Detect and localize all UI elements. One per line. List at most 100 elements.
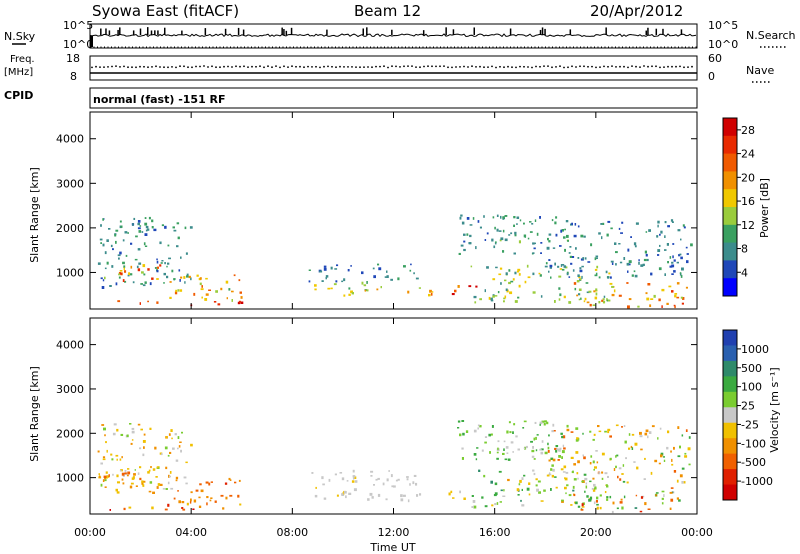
- scatter-cell: [533, 437, 536, 441]
- scatter-cell: [314, 494, 318, 498]
- nave-dot: [567, 66, 569, 69]
- colorbar-segment: [723, 407, 737, 424]
- scatter-cell: [341, 493, 344, 496]
- scatter-cell: [547, 446, 550, 450]
- scatter-cell: [137, 220, 141, 223]
- scatter-cell: [494, 295, 498, 297]
- scatter-cell: [577, 460, 580, 464]
- scatter-cell: [181, 431, 183, 434]
- scatter-cell: [552, 468, 555, 472]
- scatter-cell: [682, 224, 685, 227]
- cpid-text: normal (fast) -151 RF: [93, 93, 226, 106]
- scatter-cell: [465, 430, 469, 433]
- scatter-cell: [643, 478, 646, 480]
- scatter-cell: [680, 274, 683, 278]
- scatter-cell: [334, 473, 337, 476]
- scatter-cell: [233, 274, 236, 277]
- scatter-cell: [526, 487, 530, 491]
- scatter-cell: [162, 488, 166, 490]
- nave-dot: [339, 65, 341, 68]
- y-tick-label: 4000: [56, 339, 84, 352]
- scatter-cell: [500, 282, 502, 285]
- scatter-cell: [149, 481, 153, 484]
- scatter-cell: [140, 428, 143, 431]
- colorbar-segment: [723, 189, 737, 208]
- colorbar-tick-label: 20: [741, 171, 755, 184]
- scatter-cell: [657, 437, 659, 440]
- scatter-cell: [645, 253, 648, 257]
- scatter-cell: [373, 484, 375, 486]
- scatter-cell: [144, 281, 147, 284]
- scatter-cell: [514, 231, 517, 235]
- scatter-cell: [418, 287, 421, 289]
- nave-dot: [295, 65, 297, 68]
- scatter-cell: [685, 429, 688, 432]
- scatter-cell: [549, 472, 551, 475]
- scatter-cell: [601, 299, 604, 302]
- scatter-cell: [509, 431, 512, 434]
- scatter-cell: [330, 266, 333, 270]
- scatter-cell: [144, 222, 148, 226]
- scatter-cell: [492, 295, 495, 298]
- scatter-cell: [102, 218, 104, 221]
- scatter-cell: [581, 480, 584, 483]
- scatter-cell: [554, 300, 556, 303]
- scatter-cell: [502, 229, 505, 233]
- scatter-cell: [176, 222, 180, 225]
- cpid-panel-frame: [89, 87, 698, 109]
- scatter-cell: [504, 279, 507, 282]
- scatter-cell: [161, 260, 164, 262]
- nave-dot: [407, 65, 409, 67]
- scatter-cell: [615, 251, 618, 254]
- scatter-cell: [566, 273, 569, 276]
- scatter-cell: [470, 265, 473, 268]
- scatter-cell: [673, 470, 677, 473]
- scatter-cell: [125, 254, 128, 257]
- colorbar-segment: [723, 422, 737, 439]
- scatter-cell: [674, 305, 676, 309]
- scatter-cell: [540, 448, 544, 451]
- scatter-cell: [457, 285, 460, 288]
- nave-dot: [623, 65, 625, 68]
- scatter-cell: [502, 452, 505, 455]
- nave-dot: [667, 65, 669, 68]
- scatter-cell: [500, 237, 504, 241]
- scatter-cell: [578, 288, 582, 291]
- scatter-cell: [672, 255, 674, 259]
- scatter-cell: [676, 479, 679, 483]
- scatter-cell: [647, 435, 649, 439]
- scatter-cell: [159, 483, 163, 486]
- scatter-cell: [488, 296, 491, 300]
- nave-dot: [583, 65, 585, 68]
- scatter-cell: [139, 302, 141, 305]
- scatter-cell: [529, 231, 533, 233]
- scatter-cell: [518, 240, 521, 244]
- scatter-cell: [570, 262, 573, 265]
- scatter-cell: [461, 457, 464, 460]
- scatter-cell: [210, 481, 213, 483]
- scatter-cell: [154, 267, 157, 269]
- nave-dot: [367, 66, 369, 68]
- scatter-cell: [497, 291, 500, 294]
- scatter-cell: [596, 461, 599, 464]
- scatter-cell: [461, 420, 465, 422]
- scatter-cell: [469, 224, 473, 226]
- nave-dot: [163, 66, 165, 69]
- scatter-cell: [660, 230, 663, 234]
- scatter-cell: [479, 425, 482, 428]
- scatter-cell: [572, 485, 575, 489]
- scatter-cell: [377, 477, 380, 480]
- scatter-cell: [323, 497, 327, 500]
- scatter-cell: [347, 269, 350, 272]
- scatter-cell: [557, 449, 560, 451]
- scatter-cell: [228, 288, 231, 291]
- scatter-cell: [598, 276, 601, 279]
- scatter-cell: [97, 262, 101, 265]
- scatter-cell: [452, 497, 455, 499]
- scatter-cell: [375, 478, 378, 481]
- scatter-cell: [494, 241, 497, 245]
- scatter-cell: [129, 273, 133, 276]
- scatter-cell: [131, 477, 135, 480]
- scatter-cell: [163, 282, 165, 284]
- scatter-cell: [127, 468, 130, 470]
